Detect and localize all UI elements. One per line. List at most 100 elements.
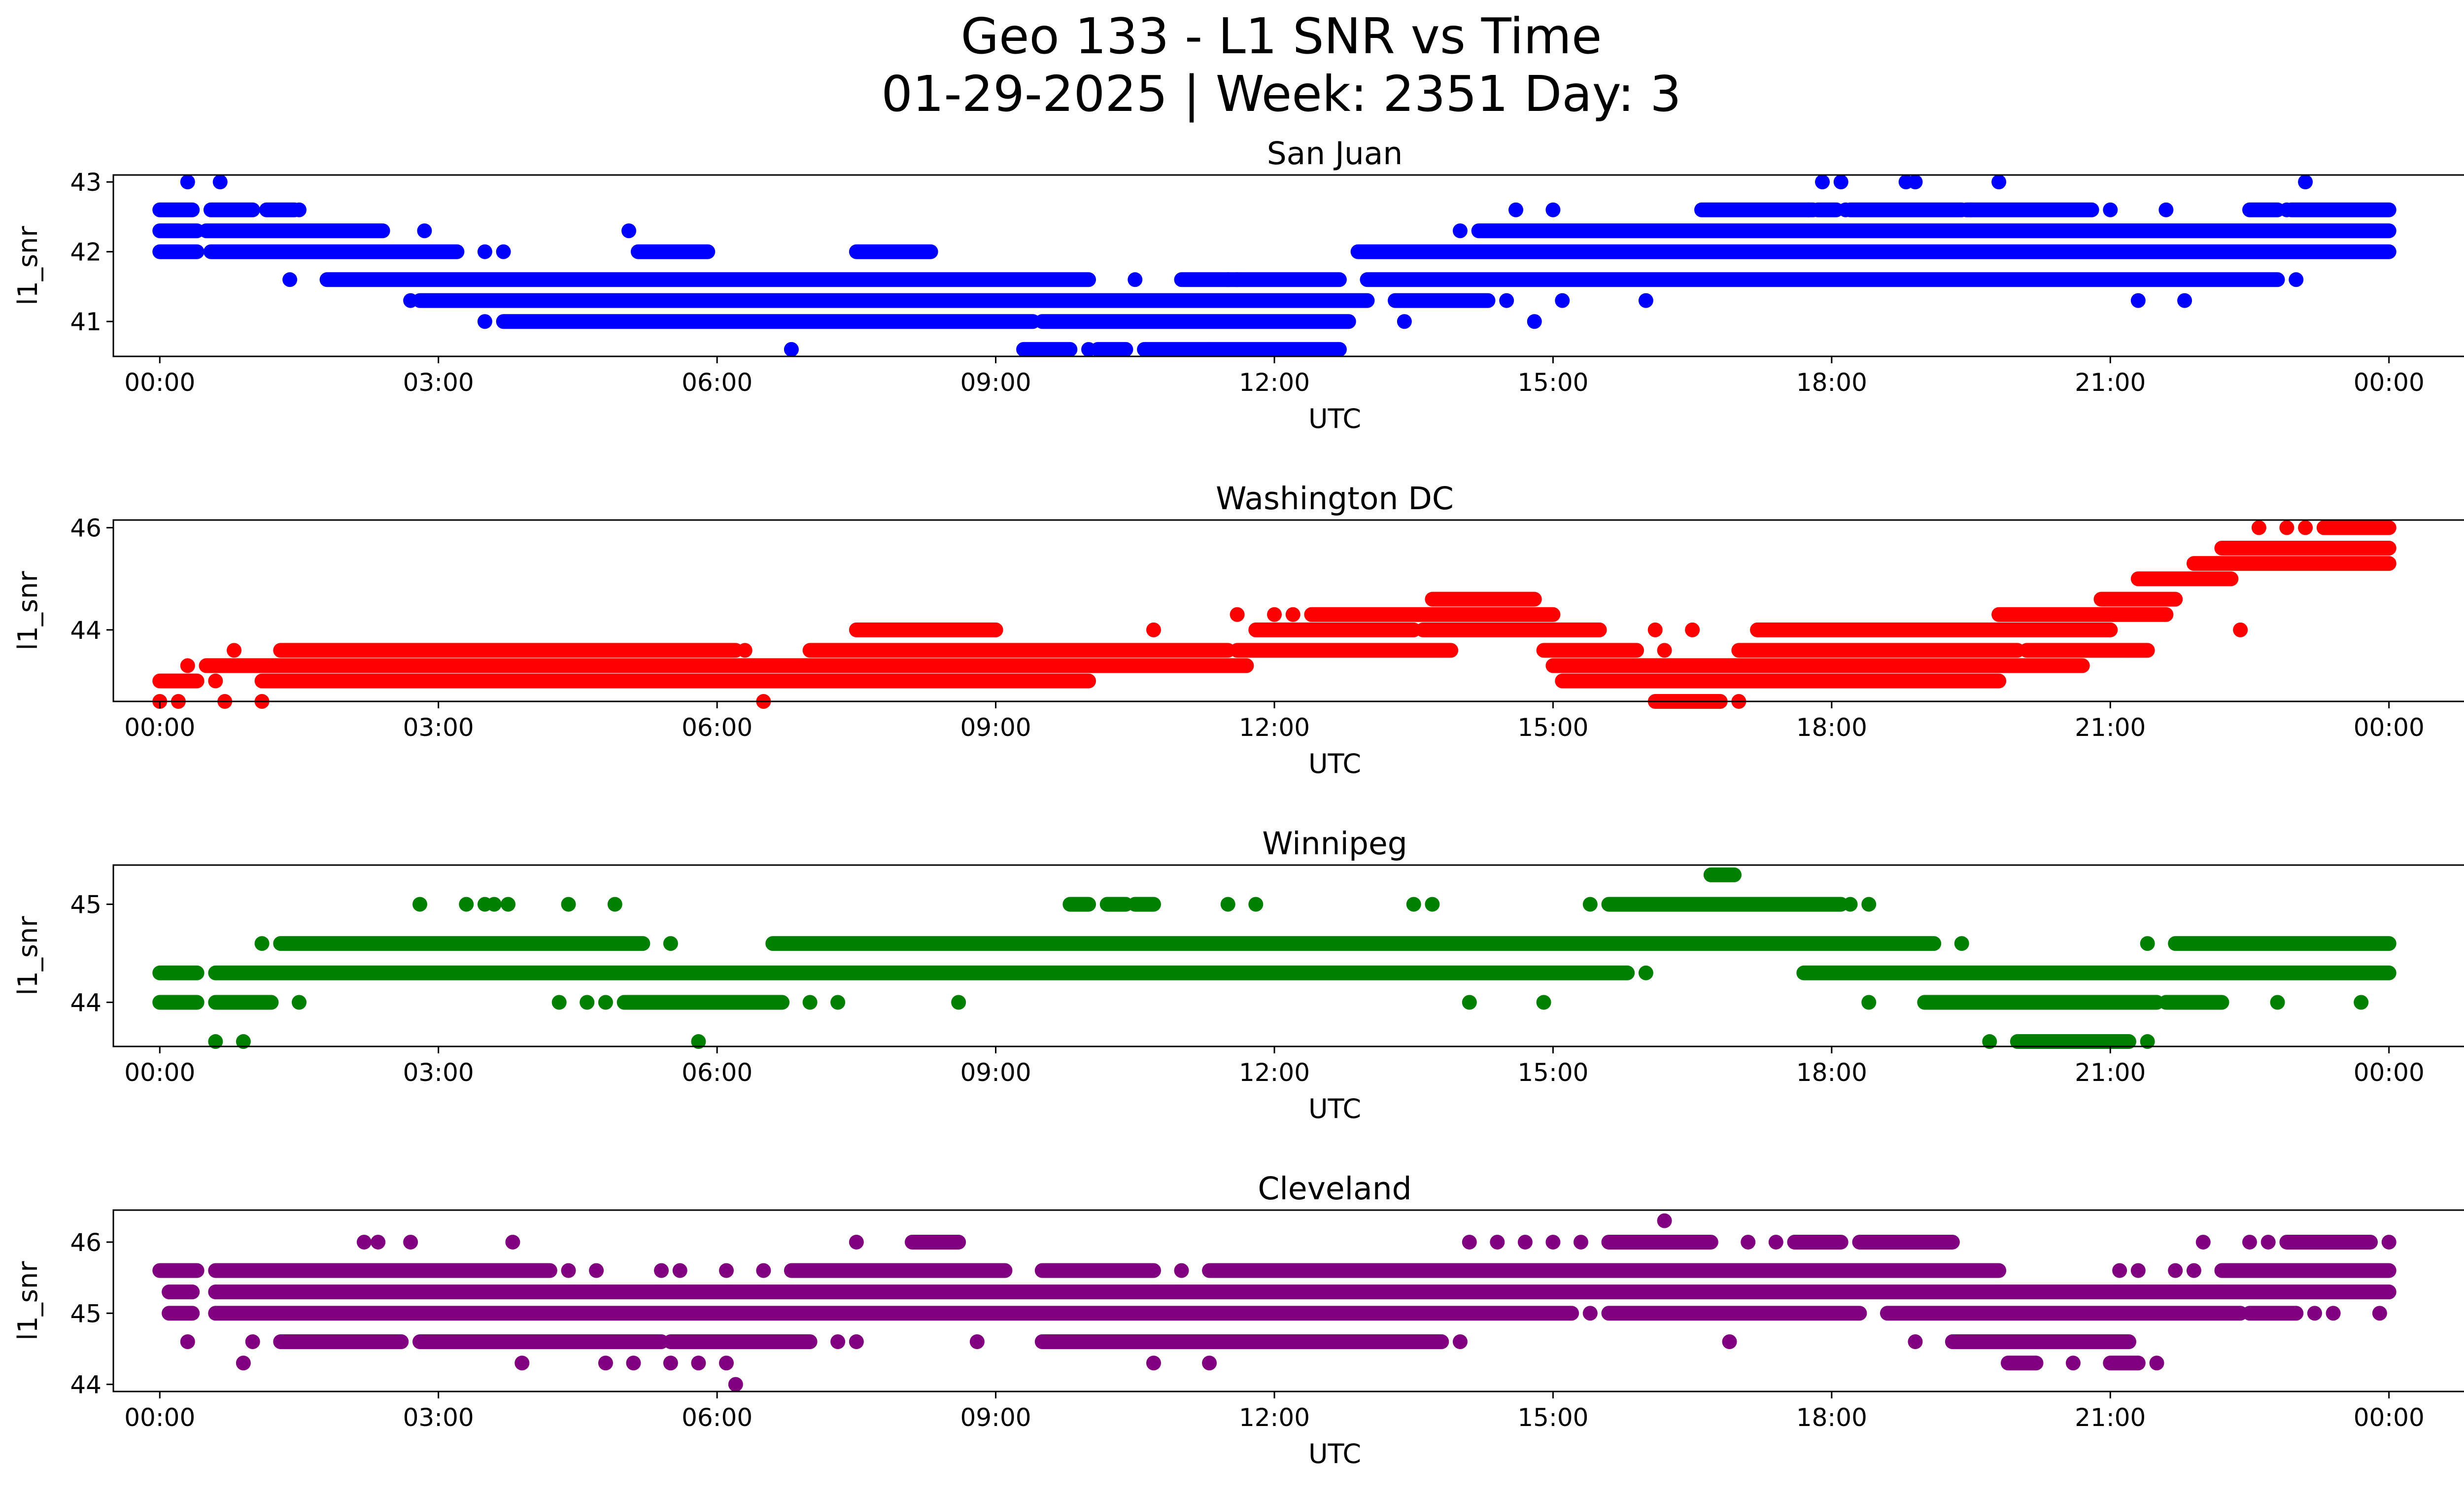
subplot-washington-dc: Washington DC 00:00 03:00 06:00 09:00 12:00 15… bbox=[12, 481, 2464, 779]
data-point bbox=[477, 244, 492, 259]
data-point bbox=[2140, 1034, 2155, 1049]
data-point-run bbox=[1796, 965, 2396, 980]
data-point-run bbox=[2214, 1263, 2396, 1278]
data-point bbox=[417, 223, 432, 239]
plot-area-frame bbox=[112, 864, 2464, 1047]
data-point bbox=[514, 1356, 530, 1371]
data-point bbox=[291, 995, 307, 1010]
plot-area-frame bbox=[112, 174, 2464, 357]
data-point-run bbox=[1545, 658, 2090, 673]
data-point-run bbox=[1471, 223, 2396, 239]
plot-area-frame bbox=[112, 1209, 2464, 1392]
data-point bbox=[403, 1234, 418, 1250]
y-tick-label: 41 bbox=[70, 308, 102, 336]
data-point-run bbox=[1843, 202, 1969, 217]
data-point-run bbox=[152, 995, 205, 1010]
data-point bbox=[1146, 1356, 1161, 1371]
data-point bbox=[2186, 1263, 2201, 1278]
data-point-run bbox=[1694, 202, 1821, 217]
data-series-washington-dc bbox=[152, 520, 2396, 709]
data-point-run bbox=[1991, 607, 2174, 622]
x-tick-label: 06:00 bbox=[682, 713, 753, 742]
data-point bbox=[1908, 174, 1923, 190]
data-point-run bbox=[2019, 643, 2155, 658]
figure-title-line1: Geo 133 - L1 SNR vs Time bbox=[961, 7, 1602, 65]
x-tick-label: 21:00 bbox=[2075, 368, 2146, 397]
data-point bbox=[2307, 1306, 2322, 1321]
data-point bbox=[2326, 1306, 2341, 1321]
data-point bbox=[1647, 622, 1663, 637]
data-point bbox=[1638, 293, 1653, 308]
data-point bbox=[719, 1263, 734, 1278]
data-point-run bbox=[2316, 520, 2396, 535]
data-point-run bbox=[784, 1263, 1013, 1278]
data-point bbox=[1657, 643, 1672, 658]
data-point bbox=[1425, 897, 1440, 912]
data-point bbox=[2260, 1234, 2276, 1250]
data-point-run bbox=[630, 244, 716, 259]
data-point-run bbox=[208, 1263, 557, 1278]
data-point bbox=[1202, 342, 1217, 357]
data-point bbox=[2103, 202, 2118, 217]
data-point bbox=[1452, 1334, 1468, 1349]
y-axis-label: l1_snr bbox=[12, 1261, 43, 1341]
data-point-run bbox=[1304, 607, 1561, 622]
data-point bbox=[598, 995, 613, 1010]
data-point bbox=[2372, 1306, 2387, 1321]
x-tick-label: 06:00 bbox=[682, 1403, 753, 1432]
data-point bbox=[1285, 607, 1300, 622]
data-point bbox=[2140, 936, 2155, 951]
data-point bbox=[1128, 272, 1143, 287]
data-point bbox=[1146, 622, 1161, 637]
data-point bbox=[737, 643, 753, 658]
data-point-run bbox=[1731, 643, 2025, 658]
data-point-run bbox=[208, 995, 279, 1010]
data-point-run bbox=[1360, 272, 2285, 287]
data-point bbox=[2065, 1356, 2081, 1371]
data-point-run bbox=[152, 965, 205, 980]
data-series-san-juan bbox=[152, 174, 2396, 357]
data-point-run bbox=[1750, 622, 2118, 637]
data-point bbox=[1815, 174, 1830, 190]
data-point bbox=[1768, 1234, 1783, 1250]
data-point bbox=[1657, 1213, 1672, 1228]
data-point-run bbox=[1810, 202, 1844, 217]
data-point-run bbox=[152, 223, 205, 239]
data-point bbox=[2279, 520, 2294, 535]
x-tick-label: 15:00 bbox=[1517, 713, 1588, 742]
x-tick-label: 18:00 bbox=[1796, 1403, 1867, 1432]
data-point bbox=[236, 1034, 251, 1049]
data-point bbox=[1266, 607, 1282, 622]
data-point bbox=[2381, 1234, 2396, 1250]
data-point bbox=[969, 1334, 985, 1349]
data-point-run bbox=[162, 1284, 200, 1299]
data-point-run bbox=[2242, 202, 2285, 217]
data-point bbox=[1861, 995, 1877, 1010]
data-point bbox=[505, 1234, 520, 1250]
data-point bbox=[1582, 897, 1598, 912]
x-tick-label: 03:00 bbox=[403, 1058, 474, 1087]
data-point bbox=[663, 1356, 678, 1371]
data-point-run bbox=[1945, 1334, 2136, 1349]
x-tick-label: 15:00 bbox=[1517, 1403, 1588, 1432]
data-point bbox=[2168, 1263, 2183, 1278]
data-point-run bbox=[2214, 541, 2396, 556]
x-tick-label: 15:00 bbox=[1517, 1058, 1588, 1087]
data-point-run bbox=[254, 673, 1096, 689]
data-point bbox=[1833, 174, 1848, 190]
data-point bbox=[672, 1263, 687, 1278]
x-tick-label: 21:00 bbox=[2075, 1403, 2146, 1432]
data-point bbox=[802, 995, 818, 1010]
data-point bbox=[282, 272, 298, 287]
data-point-run bbox=[2010, 1034, 2136, 1049]
data-point bbox=[1230, 607, 1245, 622]
x-tick-label: 00:00 bbox=[2354, 1403, 2425, 1432]
data-point bbox=[1406, 897, 1421, 912]
x-axis-label: UTC bbox=[1308, 748, 1361, 779]
data-point bbox=[830, 1334, 846, 1349]
x-tick-label: 09:00 bbox=[960, 1058, 1031, 1087]
data-point-run bbox=[259, 202, 302, 217]
data-point-run bbox=[412, 1334, 669, 1349]
data-point bbox=[254, 936, 270, 951]
x-tick-label: 03:00 bbox=[403, 713, 474, 742]
